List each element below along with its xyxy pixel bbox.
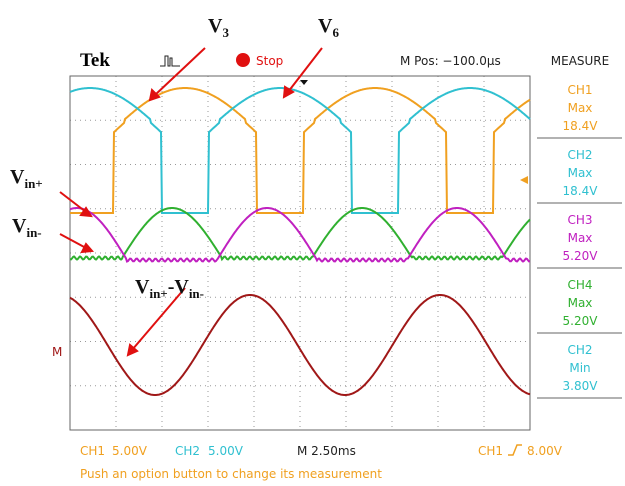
measure-value: 18.4V: [563, 119, 599, 133]
timebase: M 2.50ms: [297, 444, 356, 458]
label-main: V: [318, 15, 333, 37]
label-main: V: [135, 276, 150, 298]
measure-title: MEASURE: [551, 54, 609, 68]
ch1-scale: 5.00V: [112, 444, 148, 458]
measure-value: 5.20V: [563, 249, 599, 263]
brand: Tek: [80, 50, 110, 71]
scope-screen: Tek Stop M Pos: −100.0µs MEASURE CH1 Max 1…: [0, 0, 625, 486]
measure-value: 18.4V: [563, 184, 599, 198]
measure-kind: Max: [568, 166, 593, 180]
label-sub: in+: [24, 176, 42, 191]
measure-channel: CH2: [567, 148, 592, 162]
label-sub: 3: [222, 25, 229, 40]
stop-dot: [236, 53, 250, 67]
measure-kind: Max: [568, 231, 593, 245]
measure-kind: Max: [568, 296, 593, 310]
label-main: V: [10, 166, 25, 188]
measure-channel: CH2: [567, 343, 592, 357]
label-sub: in+: [149, 286, 167, 301]
label-main: V: [12, 215, 27, 237]
label-sub: in-: [189, 286, 204, 301]
measure-channel: CH4: [567, 278, 592, 292]
measure-value: 3.80V: [563, 379, 599, 393]
trigger-source: CH1: [478, 444, 503, 458]
trigger-level: 8.00V: [527, 444, 563, 458]
hint: Push an option button to change its meas…: [80, 467, 382, 481]
ch1-name: CH1: [80, 444, 105, 458]
math-marker: M: [52, 345, 62, 359]
label-sub: 6: [332, 25, 339, 40]
measure-kind: Max: [568, 101, 593, 115]
measure-channel: CH3: [567, 213, 592, 227]
label-main: -V: [168, 276, 190, 298]
label-main: V: [208, 15, 223, 37]
position: M Pos: −100.0µs: [400, 54, 501, 68]
measure-value: 5.20V: [563, 314, 599, 328]
ch2-name: CH2: [175, 444, 200, 458]
background: [0, 0, 625, 486]
run-status: Stop: [256, 54, 283, 68]
measure-kind: Min: [569, 361, 590, 375]
measure-channel: CH1: [567, 83, 592, 97]
label-sub: in-: [26, 225, 41, 240]
ch2-scale: 5.00V: [208, 444, 244, 458]
